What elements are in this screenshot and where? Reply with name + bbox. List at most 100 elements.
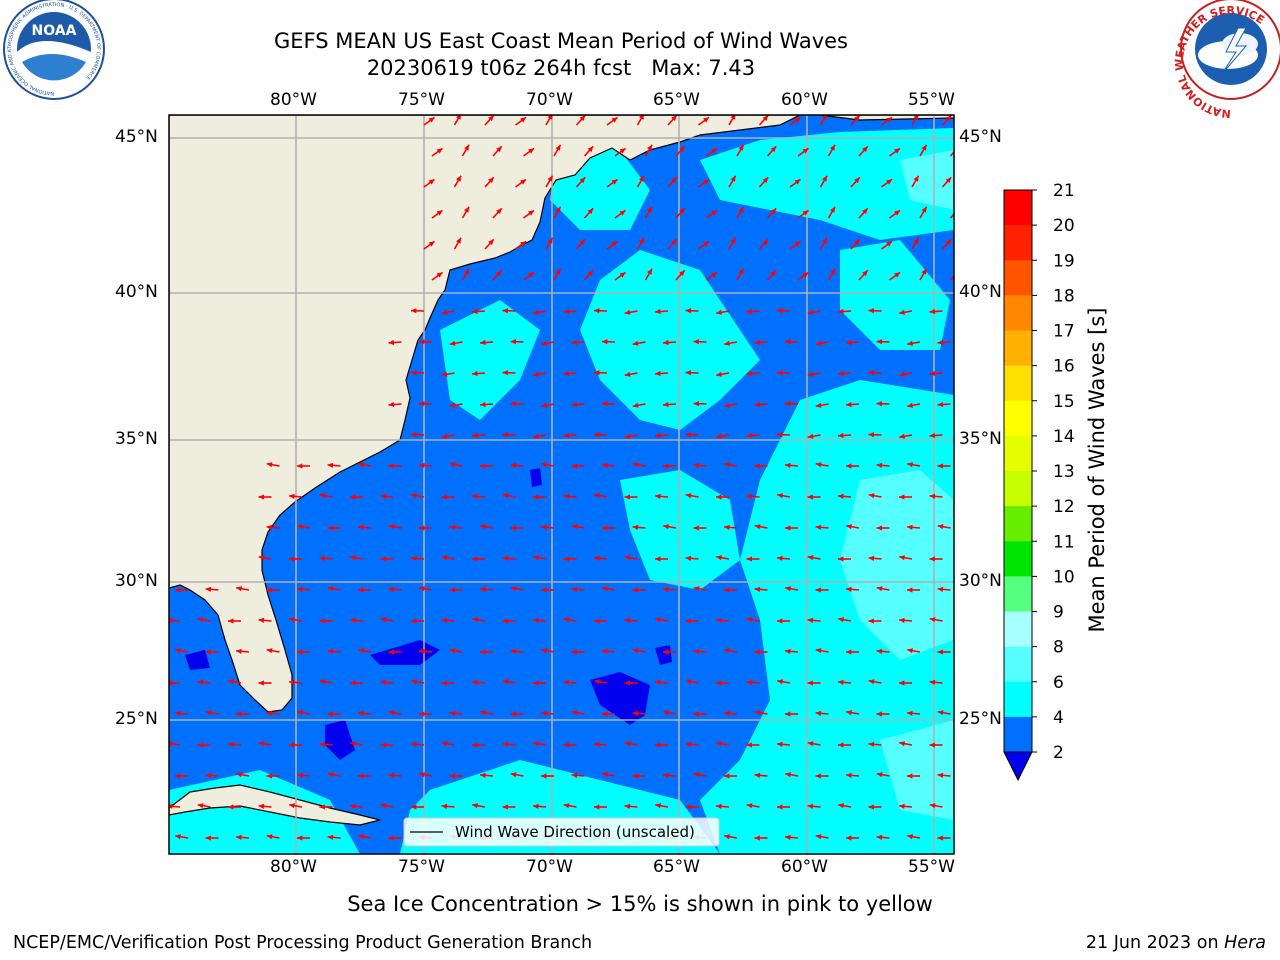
wave-arrow-head	[496, 270, 502, 277]
wave-arrow-head	[456, 115, 461, 120]
lat-tick-left: 35°N	[115, 429, 158, 449]
colorbar-tick-label: 4	[1053, 708, 1064, 728]
wave-arrow-head	[907, 524, 913, 530]
wave-arrow-head	[472, 617, 478, 623]
wave-arrow-head	[266, 710, 273, 716]
colorbar-extend-min	[1003, 751, 1033, 782]
lon-tick-bottom: 65°W	[653, 857, 700, 877]
wave-arrow-head	[488, 115, 494, 122]
wave-arrow-head	[685, 308, 691, 314]
wave-arrow-head	[802, 210, 809, 216]
wave-arrow-head	[868, 555, 875, 561]
wave-arrow-head	[358, 524, 364, 530]
wave-arrow-head	[807, 680, 813, 686]
wave-arrow-head	[441, 617, 448, 623]
colorbar-bin	[1004, 260, 1032, 296]
colorbar-tick-label: 9	[1053, 603, 1064, 623]
wave-arrow-head	[297, 524, 303, 530]
wave-arrow-head	[876, 525, 882, 531]
wave-arrow-head	[436, 272, 443, 278]
wave-arrow-head	[886, 241, 893, 247]
wave-arrow-head	[624, 803, 631, 809]
wave-arrow-head	[807, 555, 814, 561]
wave-arrow-head	[685, 741, 692, 747]
wave-arrow-head	[419, 339, 425, 345]
wave-arrow-head	[327, 834, 334, 840]
wave-arrow-head	[685, 679, 692, 685]
wave-arrow-head	[876, 462, 883, 468]
wave-arrow-head	[807, 371, 814, 377]
wave-arrow-head	[754, 401, 761, 408]
wave-arrow-head	[632, 648, 639, 654]
wave-arrow	[949, 150, 954, 157]
wave-arrow-head	[830, 144, 835, 151]
plot-title: GEFS MEAN US East Coast Mean Period of W…	[274, 29, 848, 53]
wave-arrow-head	[480, 586, 486, 592]
colorbar-tick-label: 11	[1053, 532, 1075, 552]
wave-arrow-head	[655, 432, 661, 439]
wave-arrow-head	[456, 237, 461, 244]
wave-arrow-head	[785, 462, 791, 468]
wave-arrow-head	[685, 555, 692, 561]
wave-arrow-head	[449, 773, 455, 779]
wave-arrow-head	[327, 772, 334, 778]
wave-arrow-head	[846, 835, 852, 841]
colorbar-label: Mean Period of Wind Waves [s]	[1085, 307, 1109, 633]
wave-arrow-head	[480, 401, 486, 408]
wave-arrow-head	[602, 462, 608, 468]
wave-arrow-head	[594, 618, 600, 624]
wave-arrow-head	[611, 241, 618, 247]
lat-tick-left: 25°N	[115, 709, 158, 729]
wave-arrow-head	[169, 803, 173, 809]
wave-arrow-head	[388, 772, 395, 778]
wave-arrow-head	[594, 370, 600, 376]
wave-arrow-head	[730, 175, 736, 182]
wave-arrow-head	[594, 493, 600, 499]
wave-arrow-head	[711, 210, 718, 216]
wave-arrow-head	[822, 115, 827, 120]
wave-arrow-head	[777, 555, 783, 561]
wave-arrow-head	[876, 711, 882, 717]
wave-arrow-head	[533, 617, 539, 623]
wave-arrow-head	[655, 617, 661, 623]
wave-arrow-head	[632, 710, 639, 716]
wave-arrow-head	[441, 494, 447, 500]
wave-arrow-head	[587, 208, 594, 215]
colorbar-bin	[1004, 400, 1032, 437]
wave-arrow-head	[358, 834, 364, 840]
wave-arrow-head	[679, 208, 685, 215]
wave-arrow-head	[441, 555, 448, 561]
colorbar-tick-label: 10	[1053, 567, 1075, 587]
lon-tick-top: 75°W	[398, 90, 445, 110]
wave-arrow-head	[388, 649, 394, 655]
wave-arrow-head	[624, 309, 631, 315]
wave-arrow-head	[655, 679, 661, 685]
wave-arrow-head	[876, 339, 882, 345]
wave-arrow-head	[854, 239, 860, 246]
wave-arrow-head	[587, 146, 594, 153]
wave-arrow-head	[777, 741, 783, 747]
wave-arrow-head	[350, 803, 356, 809]
wave-arrow-head	[419, 711, 425, 717]
wave-arrow-head	[639, 175, 644, 182]
wave-arrow-head	[868, 308, 874, 314]
wave-arrow-head	[655, 742, 661, 748]
wave-arrow-head	[619, 210, 626, 216]
lon-tick-top: 65°W	[653, 90, 700, 110]
wave-arrow-head	[632, 773, 638, 779]
wave-arrow-head	[619, 148, 626, 154]
wave-arrow-head	[380, 556, 386, 562]
wave-arrow-head	[205, 835, 211, 841]
wave-arrow-head	[746, 493, 753, 499]
wave-arrow-head	[563, 679, 570, 685]
wave-arrow-head	[388, 710, 395, 716]
wave-arrow-head	[663, 649, 669, 655]
wave-arrow-head	[411, 432, 417, 438]
wave-arrow-head	[555, 206, 561, 213]
wave-arrow-head	[624, 371, 631, 377]
wave-arrow-head	[611, 117, 618, 123]
wave-arrow-head	[937, 339, 944, 346]
wave-arrow-head	[594, 804, 600, 810]
wave-arrow-head	[671, 239, 677, 246]
